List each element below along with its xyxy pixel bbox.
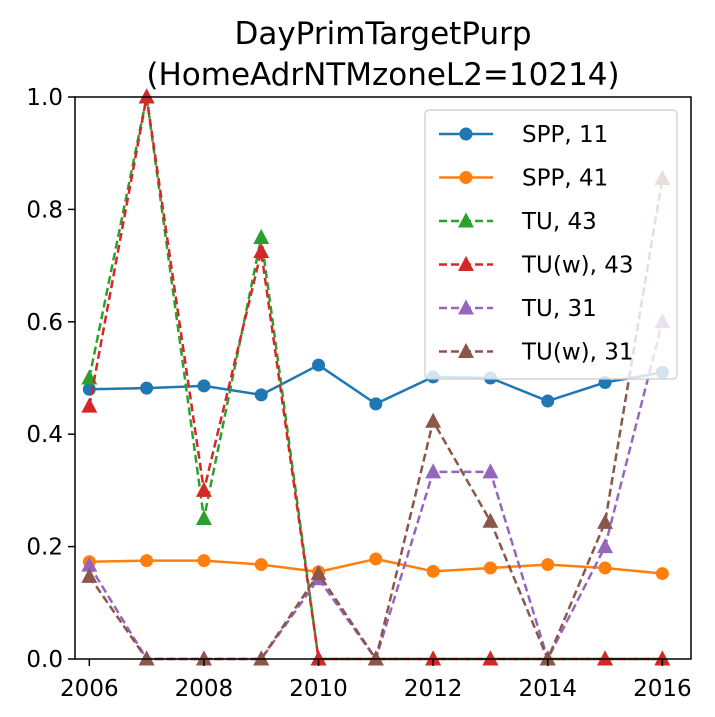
legend-label-5: TU(w), 31 — [521, 340, 634, 366]
data-point-4-6 — [425, 463, 442, 479]
legend-label-3: TU(w), 43 — [521, 253, 634, 279]
legend-entry-1: SPP, 41 — [439, 166, 608, 192]
data-point-0-8 — [541, 394, 555, 408]
legend-marker-2 — [458, 212, 474, 228]
chart-title-line-2: (HomeAdrNTMzoneL2=10214) — [146, 57, 619, 93]
data-point-2-2 — [195, 509, 212, 525]
data-point-1-3 — [254, 558, 268, 572]
data-point-0-1 — [140, 381, 154, 395]
legend-label-2: TU, 43 — [521, 209, 597, 235]
data-point-0-3 — [254, 388, 268, 402]
legend-label-0: SPP, 11 — [522, 122, 608, 148]
data-point-2-3 — [253, 228, 270, 244]
y-tick-label-0: 0.0 — [26, 647, 63, 673]
legend-marker-1 — [459, 171, 473, 184]
data-point-5-9 — [597, 513, 614, 529]
legend-marker-3 — [458, 255, 474, 271]
legend-entry-0: SPP, 11 — [439, 122, 608, 148]
y-tick-label-5: 1.0 — [26, 85, 63, 111]
legend-entry-3: TU(w), 43 — [439, 253, 634, 279]
legend-entry-4: TU, 31 — [439, 296, 597, 322]
axes-layer: 2006 2008 2010 2012 2014 2016 0.0 0.2 0.4 0.6 0.8 1… — [26, 85, 692, 702]
data-point-3-2 — [195, 481, 212, 497]
legend-entry-2: TU, 43 — [439, 209, 597, 235]
data-point-3-0 — [81, 397, 98, 413]
data-point-1-10 — [655, 567, 669, 581]
plot-frame — [74, 96, 692, 660]
x-tick-label-4: 2014 — [518, 676, 577, 702]
legend-label-1: SPP, 41 — [522, 166, 608, 192]
data-point-5-6 — [425, 412, 442, 428]
legend: SPP, 11 SPP, 41 TU, 43 TU(w), 43 TU, 31 TU(w)… — [424, 109, 678, 380]
data-point-0-5 — [369, 397, 383, 411]
data-point-1-6 — [426, 564, 440, 578]
legend-label-4: TU, 31 — [521, 296, 597, 322]
x-tick-label-2: 2010 — [289, 676, 348, 702]
y-tick-label-4: 0.8 — [26, 197, 63, 223]
data-point-1-2 — [197, 554, 211, 568]
data-point-1-1 — [140, 554, 154, 568]
x-tick-label-5: 2016 — [633, 676, 692, 702]
y-tick-label-1: 0.2 — [26, 535, 63, 561]
data-point-5-0 — [81, 567, 98, 583]
legend-marker-5 — [458, 342, 474, 358]
y-tick-label-2: 0.4 — [26, 422, 63, 448]
legend-entry-5: TU(w), 31 — [439, 340, 634, 366]
data-point-5-7 — [482, 512, 499, 528]
data-point-4-9 — [597, 538, 614, 554]
legend-marker-0 — [459, 127, 473, 141]
x-tick-label-0: 2006 — [60, 676, 119, 702]
data-point-3-3 — [253, 242, 270, 259]
data-point-4-7 — [482, 463, 499, 479]
data-point-1-5 — [369, 552, 383, 566]
data-point-1-9 — [598, 561, 612, 575]
y-tick-label-3: 0.6 — [26, 310, 63, 336]
data-point-0-4 — [312, 358, 326, 372]
data-point-5-4 — [310, 565, 327, 581]
data-point-0-2 — [197, 379, 211, 393]
series-1 — [82, 552, 669, 581]
x-tick-label-3: 2012 — [404, 676, 463, 702]
data-point-1-8 — [541, 558, 555, 572]
legend-marker-4 — [458, 299, 474, 315]
series-line-3 — [88, 95, 663, 661]
data-point-1-7 — [483, 561, 497, 575]
x-tick-label-1: 2008 — [175, 676, 234, 702]
chart-title-line-1: DayPrimTargetPurp — [234, 16, 531, 52]
